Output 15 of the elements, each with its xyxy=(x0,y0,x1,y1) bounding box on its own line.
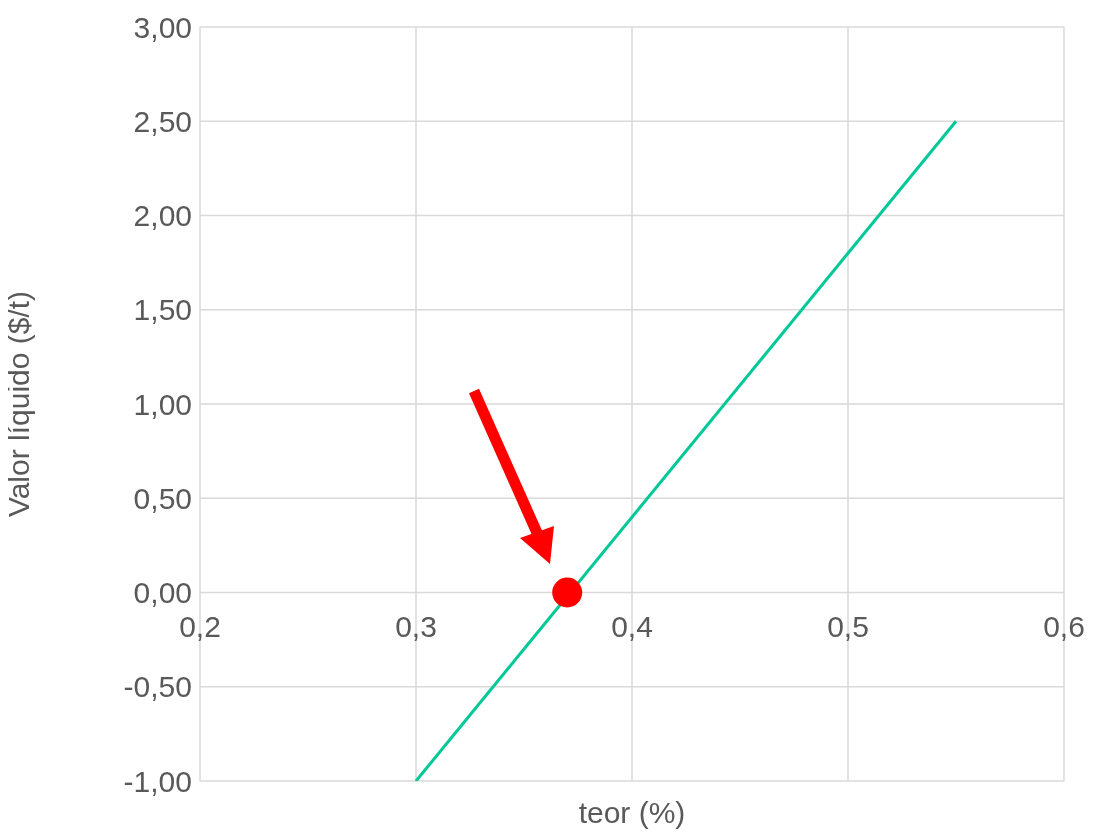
x-tick-label: 0,6 xyxy=(1043,609,1085,643)
y-tick-label: -0,50 xyxy=(123,670,192,704)
y-tick-label: -1,00 xyxy=(123,764,192,798)
x-tick-label: 0,3 xyxy=(395,609,437,643)
y-tick-label: 1,50 xyxy=(133,293,192,327)
y-tick-label: 0,00 xyxy=(133,576,192,610)
x-tick-label: 0,4 xyxy=(611,609,653,643)
x-tick-label: 0,2 xyxy=(179,609,221,643)
x-tick-label: 0,5 xyxy=(827,609,869,643)
y-tick-label: 1,00 xyxy=(133,387,192,421)
y-tick-label: 0,50 xyxy=(133,481,192,515)
y-tick-label: 2,00 xyxy=(133,199,192,233)
x-axis-title: teor (%) xyxy=(578,796,686,829)
y-tick-label: 3,00 xyxy=(133,10,192,44)
y-tick-label: 2,50 xyxy=(133,104,192,138)
